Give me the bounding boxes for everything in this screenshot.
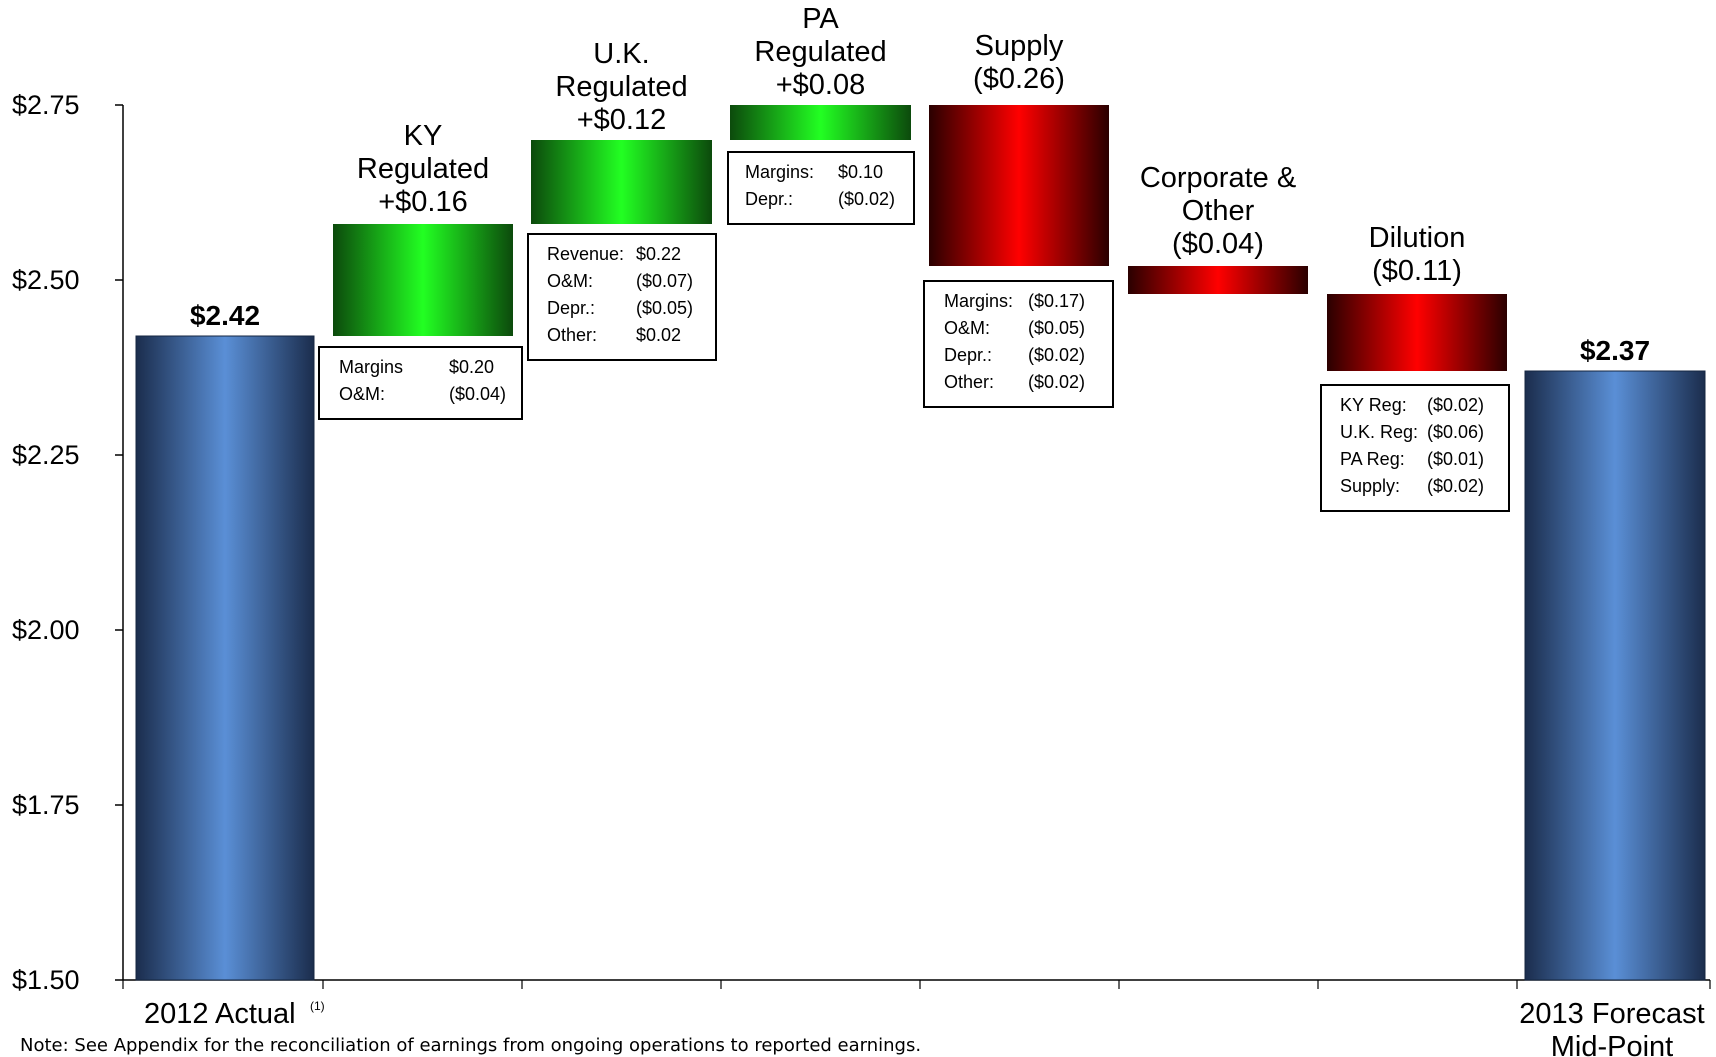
value-label-forecast2013: $2.37 [1580, 335, 1650, 366]
value-label-actual2012: $2.42 [190, 300, 260, 331]
detail-value: ($0.06) [1427, 422, 1484, 442]
detail-box-supply [923, 280, 1114, 408]
detail-label: Other: [547, 325, 597, 345]
y-tick-label: $1.50 [12, 965, 80, 995]
detail-value: ($0.17) [1028, 291, 1085, 311]
detail-label: O&M: [944, 318, 990, 338]
step-label-ky: Regulated [357, 153, 489, 185]
step-label-pa: Regulated [754, 36, 886, 68]
detail-box-dilution [1320, 384, 1510, 512]
step-label-uk: Regulated [555, 71, 687, 103]
bar-uk [531, 140, 712, 224]
bar-supply [929, 105, 1109, 266]
step-label-uk: U.K. [593, 38, 649, 70]
detail-label: O&M: [547, 271, 593, 291]
footnote: Note: See Appendix for the reconciliatio… [20, 1035, 922, 1056]
detail-value: $0.22 [636, 244, 681, 264]
bar-forecast2013 [1524, 370, 1706, 981]
category-label-2013: Mid-Point [1551, 1031, 1674, 1057]
step-label-uk: +$0.12 [577, 104, 667, 136]
bars [135, 105, 1706, 981]
bar-actual2012 [135, 335, 315, 981]
detail-label: Margins [339, 357, 403, 377]
detail-label: PA Reg: [1340, 449, 1405, 469]
detail-value: ($0.02) [1427, 395, 1484, 415]
detail-label: Supply: [1340, 476, 1400, 496]
step-label-corp: Other [1182, 195, 1255, 227]
detail-box-ky [318, 346, 523, 420]
detail-label: Revenue: [547, 244, 624, 264]
detail-label: Depr.: [547, 298, 595, 318]
bar-dilution [1327, 294, 1507, 371]
detail-value: ($0.05) [636, 298, 693, 318]
y-tick-label: $2.50 [12, 265, 80, 295]
detail-value: $0.02 [636, 325, 681, 345]
detail-value: ($0.02) [1028, 345, 1085, 365]
y-tick-label: $1.75 [12, 790, 80, 820]
detail-value: ($0.07) [636, 271, 693, 291]
category-label-2012: 2012 Actual [144, 998, 296, 1030]
detail-label: Margins: [745, 162, 814, 182]
detail-value: ($0.02) [838, 189, 895, 209]
detail-value: $0.20 [449, 357, 494, 377]
step-label-ky: +$0.16 [378, 186, 468, 218]
y-tick-label: $2.25 [12, 440, 80, 470]
labels: $2.42KYRegulated+$0.16U.K.Regulated+$0.1… [144, 3, 1705, 1057]
step-label-pa: PA [802, 3, 839, 35]
detail-value: ($0.02) [1427, 476, 1484, 496]
step-label-corp: Corporate & [1140, 162, 1296, 194]
detail-value: $0.10 [838, 162, 883, 182]
step-label-supply: Supply [975, 30, 1064, 62]
detail-label: Other: [944, 372, 994, 392]
detail-label: Depr.: [745, 189, 793, 209]
step-label-dilution: Dilution [1369, 222, 1466, 254]
step-label-supply: ($0.26) [973, 63, 1065, 95]
category-superscript: (1) [310, 999, 325, 1013]
axes: $1.50 $1.75 $2.00 $2.25 $2.50 $2.75 [12, 90, 1711, 995]
step-label-pa: +$0.08 [776, 69, 866, 101]
bar-corp [1128, 266, 1308, 294]
detail-label: U.K. Reg: [1340, 422, 1418, 442]
detail-value: ($0.01) [1427, 449, 1484, 469]
step-label-corp: ($0.04) [1172, 228, 1264, 260]
category-label-2013: 2013 Forecast [1519, 998, 1704, 1030]
detail-label: Margins: [944, 291, 1013, 311]
step-label-ky: KY [404, 120, 443, 152]
detail-box-uk [527, 233, 717, 361]
detail-label: Depr.: [944, 345, 992, 365]
detail-label: O&M: [339, 384, 385, 404]
y-tick-label: $2.75 [12, 90, 80, 120]
y-tick-label: $2.00 [12, 615, 80, 645]
detail-value: ($0.04) [449, 384, 506, 404]
detail-box-pa [727, 151, 915, 225]
bar-ky [333, 224, 513, 336]
bar-pa [730, 105, 911, 140]
detail-label: KY Reg: [1340, 395, 1407, 415]
detail-value: ($0.02) [1028, 372, 1085, 392]
detail-boxes: Margins $0.20 O&M: ($0.04) Revenue: $0.22 O&M:… [318, 151, 1510, 512]
detail-value: ($0.05) [1028, 318, 1085, 338]
step-label-dilution: ($0.11) [1372, 255, 1462, 287]
